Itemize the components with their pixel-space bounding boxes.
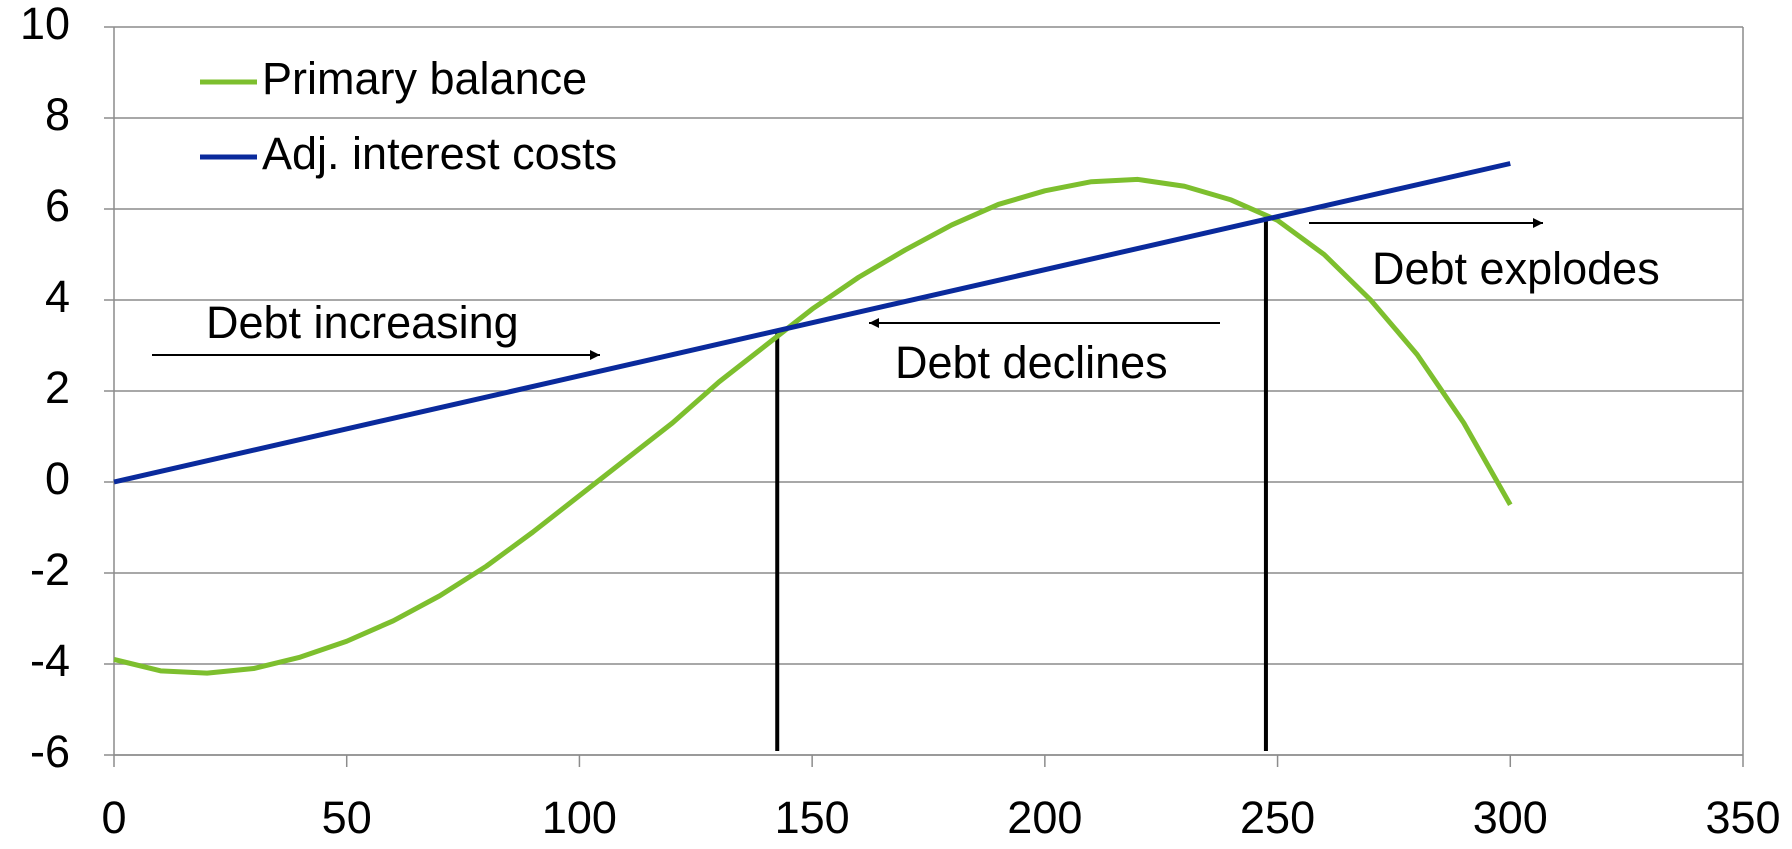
lines — [113, 161, 1513, 751]
y-tick-label: 8 — [45, 89, 70, 140]
legend: Primary balance Adj. interest costs — [200, 53, 617, 179]
y-tick-label: 0 — [45, 453, 70, 504]
x-tick-label: 0 — [101, 792, 126, 843]
annotation: Debt increasing — [206, 297, 519, 348]
series-line — [113, 176, 1513, 676]
x-tick-label: 50 — [322, 792, 372, 843]
x-tick-label: 300 — [1473, 792, 1548, 843]
annotation: Debt declines — [895, 337, 1168, 388]
y-tick-label: -6 — [30, 726, 70, 777]
legend-label: Primary balance — [262, 53, 587, 104]
x-tick-label: 350 — [1705, 792, 1780, 843]
x-tick-label: 100 — [542, 792, 617, 843]
y-tick-label: 4 — [45, 271, 70, 322]
legend-label: Adj. interest costs — [262, 128, 617, 179]
y-tick-label: 2 — [45, 362, 70, 413]
y-tick-label: 10 — [20, 0, 70, 49]
x-tick-label: 150 — [775, 792, 850, 843]
series-line — [113, 161, 1511, 485]
y-tick-label: 6 — [45, 180, 70, 231]
y-tick-label: -4 — [30, 635, 70, 686]
y-tick-label: -2 — [30, 544, 70, 595]
x-tick-label: 200 — [1007, 792, 1082, 843]
x-tick-label: 250 — [1240, 792, 1315, 843]
annotation: Debt explodes — [1372, 243, 1660, 294]
